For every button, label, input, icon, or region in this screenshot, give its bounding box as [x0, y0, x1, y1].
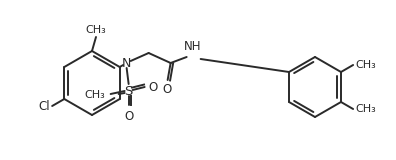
Text: O: O	[124, 110, 133, 123]
Text: NH: NH	[184, 40, 202, 53]
Text: CH₃: CH₃	[86, 25, 107, 35]
Text: CH₃: CH₃	[84, 90, 105, 100]
Text: Cl: Cl	[38, 100, 50, 112]
Text: CH₃: CH₃	[355, 60, 376, 70]
Text: O: O	[162, 83, 171, 96]
Text: N: N	[122, 56, 131, 69]
Text: S: S	[124, 84, 133, 97]
Text: CH₃: CH₃	[355, 104, 376, 114]
Text: O: O	[148, 80, 158, 93]
